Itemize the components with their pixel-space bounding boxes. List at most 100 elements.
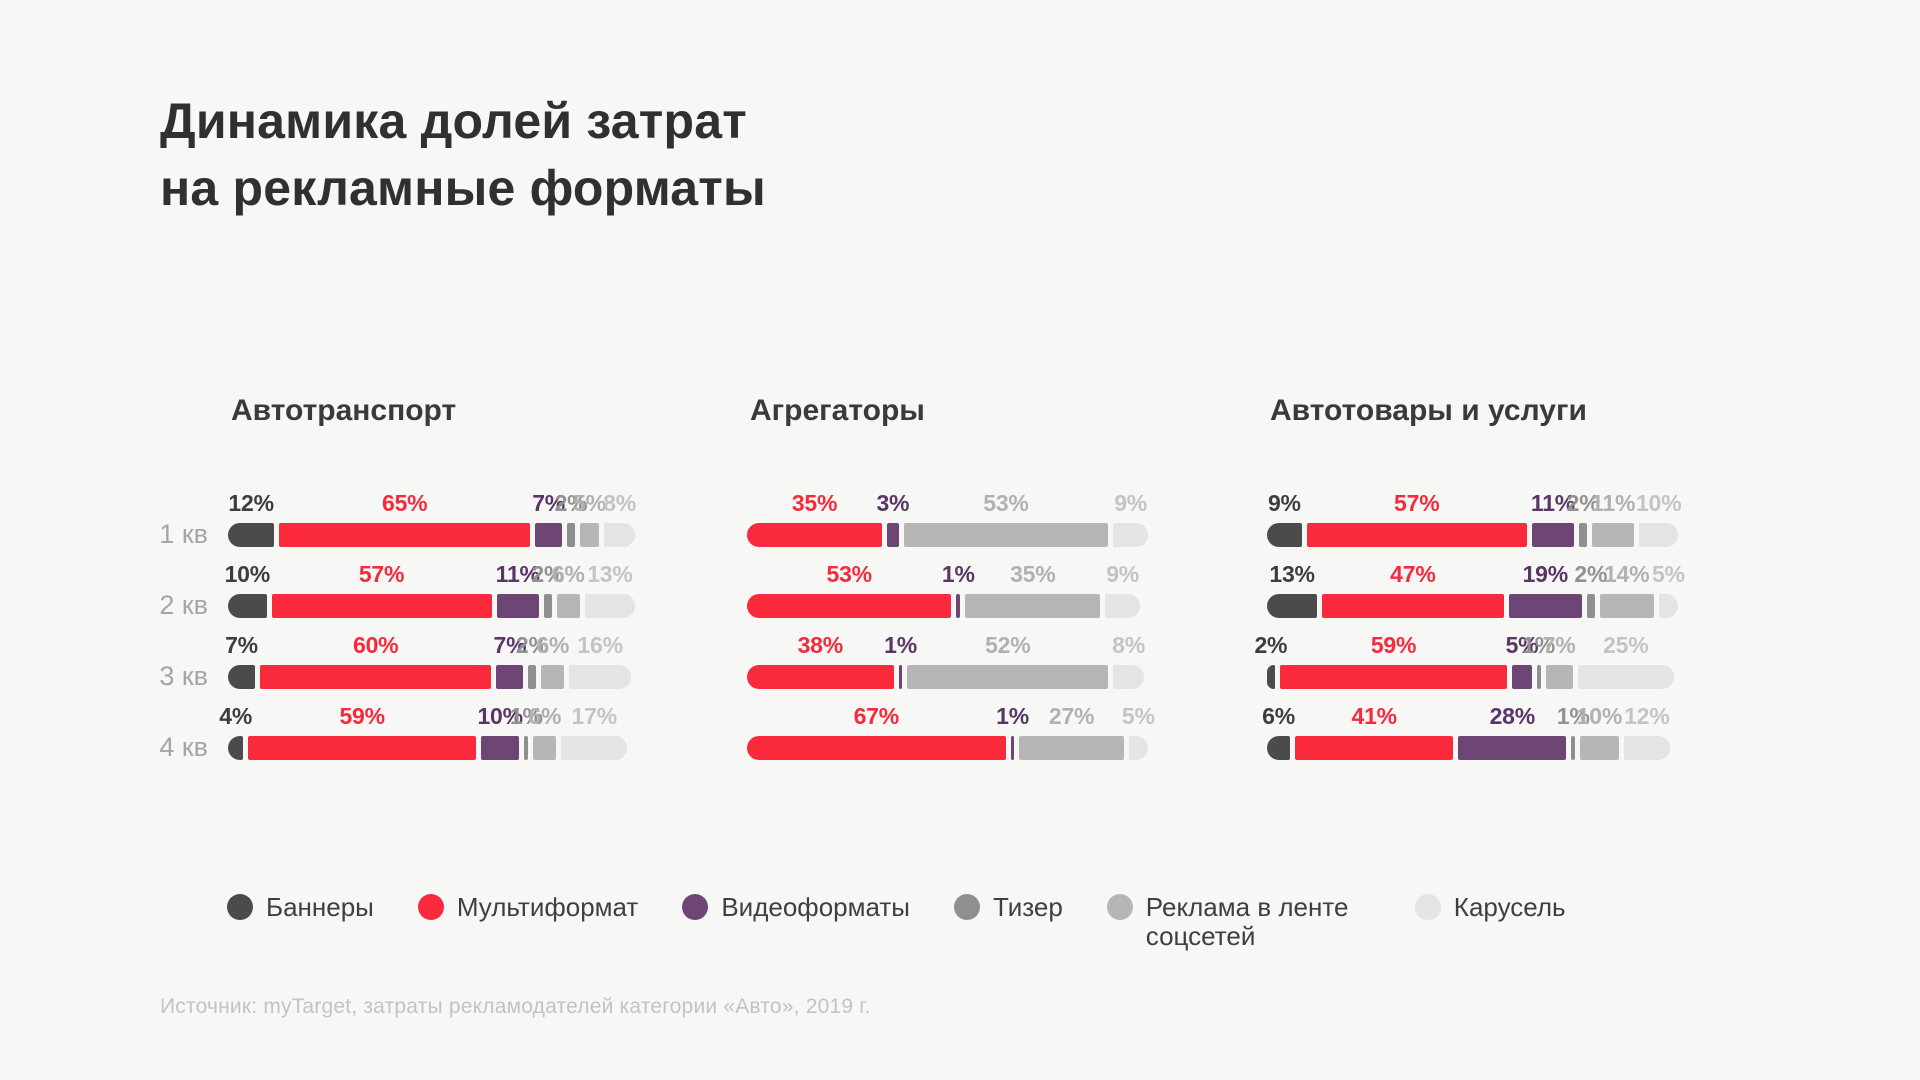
segment-banners: 10% bbox=[225, 561, 270, 618]
segment-videoformats: 10% bbox=[477, 703, 523, 760]
segment-social-feed-ads: 35% bbox=[965, 561, 1101, 618]
legend-label-videoformats: Видеоформаты bbox=[721, 892, 910, 922]
legend: Баннеры Мультиформат Видеоформаты Тизер Рекл… bbox=[227, 893, 1566, 951]
segment-multiformat: 53% bbox=[747, 561, 952, 618]
quarter-label: 4 кв bbox=[159, 732, 208, 762]
segment-value-teaser: 2% bbox=[515, 632, 549, 658]
segment-social-feed-ads: 7% bbox=[1543, 632, 1576, 689]
segment-social-feed-ads: 6% bbox=[528, 703, 562, 760]
quarter-label: 3 кв bbox=[159, 661, 208, 691]
segment-value-multiformat: 59% bbox=[339, 703, 385, 729]
multiformat-swatch-icon bbox=[417, 894, 444, 920]
segment-videoformats: 11% bbox=[496, 561, 540, 618]
segment-value-carousel: 13% bbox=[587, 561, 633, 587]
segment-value-multiformat: 65% bbox=[381, 490, 428, 516]
segment-value-multiformat: 47% bbox=[1390, 561, 1436, 587]
segment-value-carousel: 8% bbox=[603, 490, 636, 516]
bar-row: 4 кв 4% 59% 10% 1% 6% 17% bbox=[159, 703, 628, 762]
segment-carousel: 8% bbox=[1112, 632, 1145, 689]
segment-carousel: 16% bbox=[569, 632, 631, 689]
segment-value-banners: 10% bbox=[224, 561, 271, 587]
segment-value-social-feed-ads: 14% bbox=[1603, 561, 1650, 587]
segment-value-social-feed-ads: 6% bbox=[551, 561, 585, 587]
segment-value-teaser: 1% bbox=[1522, 632, 1556, 658]
segment-value-multiformat: 57% bbox=[358, 561, 405, 587]
segment-multiformat: 41% bbox=[1295, 703, 1454, 760]
segment-value-banners: 4% bbox=[219, 703, 253, 729]
bar-row: 67% 1% 27% 5% bbox=[747, 703, 1155, 760]
segment-banners: 2% bbox=[1254, 632, 1287, 689]
segment-banners: 9% bbox=[1267, 490, 1302, 547]
bar-row: 9% 57% 11% 2% 11% 10% bbox=[1267, 490, 1682, 547]
segment-value-carousel: 17% bbox=[571, 703, 618, 729]
segment-carousel: 12% bbox=[1623, 703, 1670, 760]
segment-videoformats: 11% bbox=[1531, 490, 1575, 547]
segment-value-banners: 2% bbox=[1254, 632, 1288, 658]
segment-value-videoformats: 11% bbox=[1530, 490, 1576, 516]
segment-value-banners: 12% bbox=[228, 490, 274, 516]
segment-value-carousel: 5% bbox=[1651, 561, 1685, 587]
segment-multiformat: 65% bbox=[279, 490, 531, 547]
segment-value-teaser: 1% bbox=[509, 703, 543, 729]
segment-value-social-feed-ads: 27% bbox=[1048, 703, 1095, 729]
segment-teaser: 2% bbox=[1574, 561, 1607, 618]
segment-videoformats: 1% bbox=[884, 632, 917, 689]
segment-value-carousel: 16% bbox=[577, 632, 623, 658]
legend-label-multiformat: Мультиформат bbox=[456, 892, 639, 922]
teaser-swatch-icon bbox=[953, 894, 980, 920]
bar-row: 38% 1% 52% 8% bbox=[747, 632, 1145, 689]
segment-value-social-feed-ads: 10% bbox=[1576, 703, 1623, 729]
segment-value-teaser: 1% bbox=[1556, 703, 1590, 729]
segment-teaser: 2% bbox=[555, 490, 588, 547]
segment-videoformats: 1% bbox=[996, 703, 1029, 760]
bar-row: 13% 47% 19% 2% 14% 5% bbox=[1267, 561, 1685, 618]
segment-value-carousel: 9% bbox=[1114, 490, 1148, 516]
legend-item-multiformat: Мультиформат bbox=[417, 892, 639, 922]
segment-carousel: 10% bbox=[1636, 490, 1682, 547]
segment-multiformat: 60% bbox=[260, 632, 492, 689]
segment-value-multiformat: 38% bbox=[797, 632, 844, 658]
segment-value-videoformats: 11% bbox=[495, 561, 540, 587]
chart-3: Автотовары и услуги 9% 57% 11% 2% 11% 10% 13% 47… bbox=[1254, 394, 1697, 794]
segment-social-feed-ads: 11% bbox=[1591, 490, 1635, 547]
segment-teaser: 2% bbox=[531, 561, 564, 618]
segment-value-videoformats: 7% bbox=[493, 632, 527, 658]
carousel-swatch-icon bbox=[1414, 894, 1441, 920]
segment-social-feed-ads: 10% bbox=[1577, 703, 1622, 760]
segment-value-videoformats: 7% bbox=[532, 490, 566, 516]
segment-social-feed-ads: 6% bbox=[552, 561, 585, 618]
segment-teaser: 1% bbox=[1522, 632, 1555, 689]
segment-multiformat: 57% bbox=[1306, 490, 1527, 547]
segment-carousel: 5% bbox=[1652, 561, 1685, 618]
legend-label-banners: Баннеры bbox=[266, 892, 374, 922]
quarter-label: 2 кв bbox=[159, 590, 208, 620]
segment-banners: 12% bbox=[228, 490, 275, 547]
segment-value-multiformat: 53% bbox=[826, 561, 872, 587]
segment-value-social-feed-ads: 6% bbox=[536, 632, 570, 658]
segment-multiformat: 38% bbox=[747, 632, 894, 689]
segment-value-social-feed-ads: 52% bbox=[985, 632, 1031, 658]
segment-teaser: 1% bbox=[510, 703, 543, 760]
segment-videoformats: 5% bbox=[1506, 632, 1539, 689]
segment-carousel: 5% bbox=[1122, 703, 1155, 760]
segment-videoformats: 1% bbox=[942, 561, 975, 618]
segment-value-social-feed-ads: 5% bbox=[573, 490, 606, 516]
segment-value-banners: 9% bbox=[1267, 490, 1301, 516]
segment-value-social-feed-ads: 53% bbox=[983, 490, 1029, 516]
legend-label-carousel: Карусель bbox=[1453, 892, 1566, 922]
segment-videoformats: 7% bbox=[532, 490, 565, 547]
page-title-line1: Динамика долей затрат bbox=[160, 93, 747, 149]
segment-value-multiformat: 35% bbox=[791, 490, 838, 516]
segment-value-carousel: 8% bbox=[1112, 632, 1145, 658]
segment-banners: 6% bbox=[1262, 703, 1295, 760]
segment-banners: 13% bbox=[1267, 561, 1318, 618]
segment-value-carousel: 25% bbox=[1603, 632, 1649, 658]
segment-social-feed-ads: 5% bbox=[573, 490, 606, 547]
segment-value-carousel: 5% bbox=[1121, 703, 1155, 729]
legend-item-teaser: Тизер bbox=[953, 893, 1063, 922]
chart-title: Автотовары и услуги bbox=[1270, 394, 1587, 427]
bar-row: 2% 59% 5% 1% 7% 25% bbox=[1254, 632, 1675, 689]
segment-carousel: 13% bbox=[584, 561, 635, 618]
segment-value-banners: 13% bbox=[1269, 561, 1315, 587]
segment-social-feed-ads: 27% bbox=[1019, 703, 1124, 760]
